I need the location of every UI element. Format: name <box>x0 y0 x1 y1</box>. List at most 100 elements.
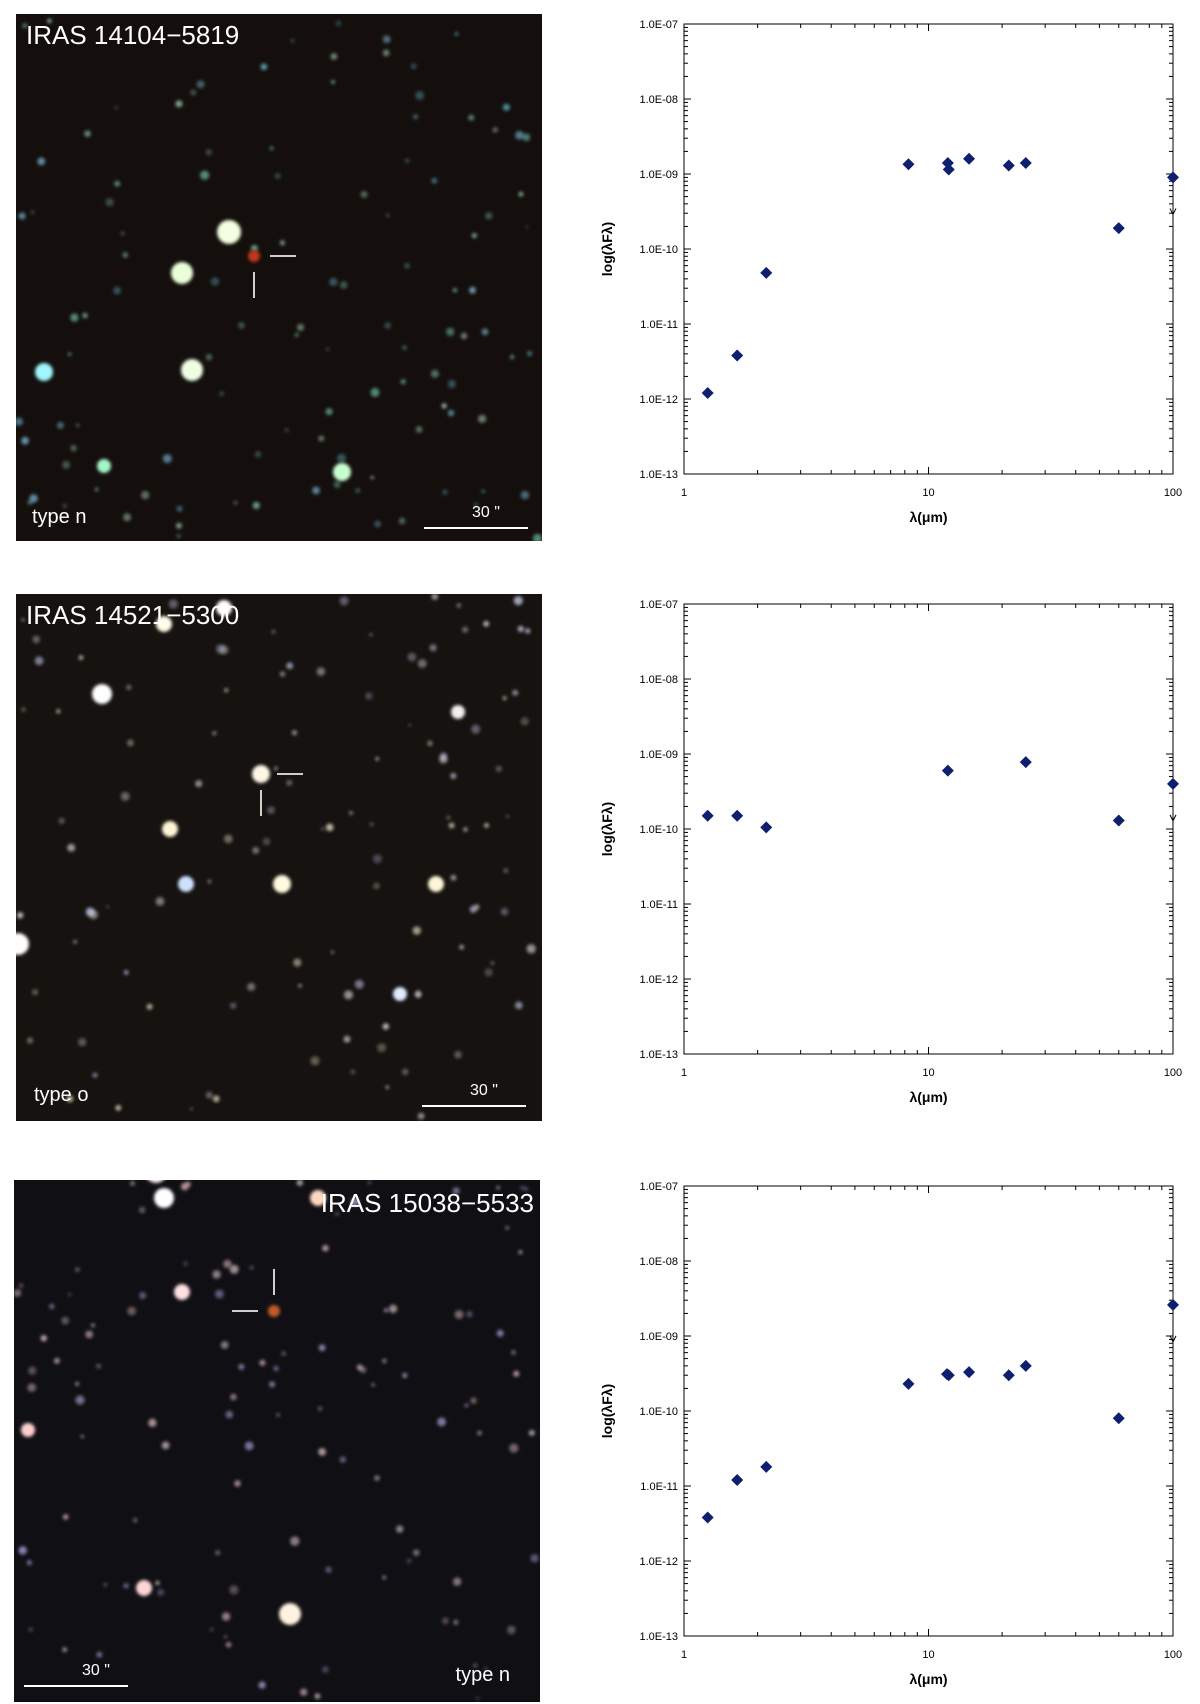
upper-limit-arrowhead <box>1169 1335 1177 1343</box>
star <box>439 755 448 764</box>
star <box>37 157 46 166</box>
y-tick-label: 1.0E-13 <box>639 469 678 481</box>
star <box>19 1283 24 1288</box>
star <box>294 332 299 338</box>
star <box>492 127 498 133</box>
star <box>30 210 35 214</box>
star <box>269 1381 276 1388</box>
star-field-background <box>16 18 542 541</box>
star <box>450 772 457 780</box>
sed-chart-svg-3: 1 10 100 1.0E-13 1.0E-12 1.0E-11 1.0E-10 1.0E-0… <box>599 1181 1182 1687</box>
star <box>469 286 476 294</box>
star <box>522 133 531 142</box>
star <box>82 312 88 319</box>
star <box>490 961 495 966</box>
star <box>452 1187 460 1195</box>
star <box>513 1370 520 1377</box>
star <box>329 277 338 287</box>
star <box>126 684 132 690</box>
sed-chart-3: 1 10 100 1.0E-13 1.0E-12 1.0E-11 1.0E-10 1.0E-0… <box>585 1176 1195 1701</box>
star <box>76 423 80 427</box>
star <box>249 1265 254 1270</box>
star <box>56 709 61 714</box>
star <box>212 1270 221 1279</box>
star <box>74 1267 80 1273</box>
star <box>310 1056 320 1066</box>
star <box>190 89 197 96</box>
star <box>507 1625 516 1635</box>
star <box>18 212 26 220</box>
star <box>28 1366 37 1375</box>
sed-chart-svg-1: 1 10 100 1.0E-13 1.0E-12 1.0E-11 1.0E-10 1.0E-0… <box>599 19 1182 525</box>
data-point <box>941 764 954 777</box>
y-tick-label: 1.0E-07 <box>639 599 678 611</box>
star <box>176 505 183 512</box>
bright-star <box>92 684 112 704</box>
star <box>26 1037 34 1044</box>
star <box>407 652 417 662</box>
star <box>54 1357 60 1364</box>
star <box>530 1554 539 1563</box>
star <box>185 1181 192 1188</box>
star <box>462 626 469 633</box>
scale-bar-1 <box>424 527 528 529</box>
x-tick-label: 100 <box>1164 1649 1182 1661</box>
data-point <box>942 163 955 176</box>
star <box>510 355 515 359</box>
star <box>114 106 118 110</box>
star <box>401 1068 409 1076</box>
star <box>75 1395 85 1405</box>
bright-star <box>333 463 351 481</box>
star <box>322 1666 329 1673</box>
star <box>505 1226 510 1230</box>
star <box>518 1250 523 1255</box>
data-point <box>731 349 744 362</box>
star <box>141 490 150 500</box>
star <box>450 874 457 881</box>
star <box>290 39 295 43</box>
star <box>335 1212 339 1216</box>
star <box>155 897 165 906</box>
star <box>502 103 510 111</box>
bright-star <box>171 262 193 284</box>
star <box>348 810 354 816</box>
star <box>318 435 325 442</box>
star <box>454 32 459 36</box>
star <box>373 882 380 890</box>
star-field-svg-3 <box>14 1180 540 1702</box>
y-tick-label: 1.0E-11 <box>640 319 678 331</box>
bright-star <box>174 1284 190 1300</box>
star <box>47 18 52 24</box>
bright-star <box>154 1188 174 1208</box>
star <box>384 1308 389 1313</box>
star <box>219 391 224 397</box>
star <box>442 1617 449 1625</box>
star <box>369 822 374 827</box>
upper-limit-arrowhead <box>1169 814 1177 822</box>
star <box>183 1261 188 1266</box>
star <box>503 868 509 874</box>
star <box>485 212 493 220</box>
star <box>34 656 44 666</box>
star <box>333 480 341 489</box>
bright-star <box>216 600 232 616</box>
star <box>105 198 114 207</box>
star <box>61 1316 70 1325</box>
star <box>88 909 98 920</box>
data-point <box>1112 1412 1125 1425</box>
star <box>477 1430 482 1436</box>
star <box>471 233 477 239</box>
star <box>524 628 531 634</box>
y-axis-title: log(λFλ) <box>599 802 615 856</box>
star <box>96 1651 103 1658</box>
star <box>238 322 245 329</box>
star <box>382 1575 386 1580</box>
star <box>123 513 132 522</box>
star <box>233 500 238 505</box>
star <box>223 1259 232 1269</box>
star <box>314 1693 321 1700</box>
star <box>67 1292 72 1297</box>
star <box>293 958 302 967</box>
star <box>427 740 433 746</box>
sed-chart-1: 1 10 100 1.0E-13 1.0E-12 1.0E-11 1.0E-10 1.0E-0… <box>585 14 1195 539</box>
